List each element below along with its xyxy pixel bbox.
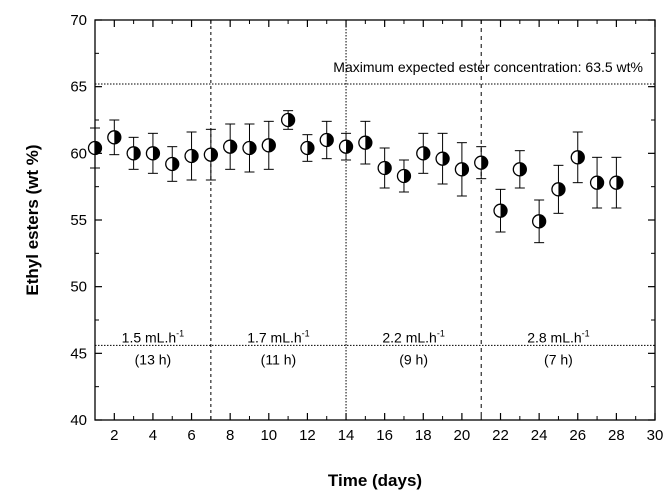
x-tick-label: 22	[492, 427, 509, 444]
residence-time-label: (11 h)	[261, 351, 297, 367]
y-tick-label: 65	[70, 79, 87, 96]
max-expected-annotation: Maximum expected ester concentration: 63…	[333, 59, 643, 75]
y-tick-label: 60	[70, 145, 87, 162]
data-point-fill	[95, 141, 102, 155]
data-point-fill	[539, 214, 546, 228]
data-point	[280, 112, 296, 128]
flow-rate-label: 2.8 mL.h-1	[527, 328, 590, 345]
data-point-fill	[365, 136, 372, 150]
data-point-fill	[519, 162, 527, 176]
data-point-fill	[346, 140, 353, 154]
data-point	[338, 139, 354, 154]
data-point	[435, 151, 450, 166]
data-point	[261, 138, 276, 153]
data-point	[570, 150, 585, 165]
data-point	[184, 148, 199, 164]
data-point-fill	[558, 182, 565, 196]
data-point	[126, 146, 141, 161]
data-point-fill	[210, 148, 218, 162]
data-point-fill	[384, 161, 392, 175]
x-tick-label: 8	[226, 427, 234, 444]
data-point	[377, 160, 392, 176]
data-point	[145, 146, 161, 161]
data-point	[609, 175, 624, 190]
data-point-fill	[577, 150, 585, 164]
data-point-fill	[326, 133, 334, 147]
data-point	[416, 146, 431, 161]
x-tick-label: 14	[338, 427, 355, 444]
residence-time-label: (13 h)	[135, 351, 172, 367]
data-point-fill	[403, 169, 411, 183]
y-tick-label: 45	[70, 345, 87, 362]
data-point-fill	[423, 146, 430, 160]
annotations: Maximum expected ester concentration: 63…	[122, 59, 643, 367]
data-point	[358, 135, 373, 150]
data-point	[493, 203, 508, 218]
data-point	[454, 162, 470, 177]
residence-time-label: (9 h)	[399, 351, 428, 367]
data-point-fill	[133, 146, 141, 160]
data-point-fill	[597, 176, 604, 190]
data-point-fill	[307, 141, 314, 155]
data-point-fill	[268, 138, 276, 152]
x-tick-label: 10	[260, 427, 277, 444]
x-tick-label: 30	[647, 427, 663, 444]
data-point	[319, 132, 334, 148]
data-point-fill	[191, 149, 199, 163]
data-point-fill	[461, 162, 469, 176]
data-point-fill	[152, 146, 160, 160]
flow-rate-label: 2.2 mL.h-1	[382, 328, 445, 345]
data-point-fill	[114, 130, 121, 144]
data-point	[396, 168, 412, 184]
data-point	[242, 140, 257, 156]
data-point-fill	[249, 141, 256, 155]
x-tick-label: 12	[299, 427, 316, 444]
reference-lines	[95, 20, 655, 420]
y-tick-label: 70	[70, 12, 87, 29]
flow-rate-label: 1.7 mL.h-1	[247, 328, 310, 345]
y-tick-label: 40	[70, 412, 87, 429]
data-point-fill	[442, 152, 450, 166]
data-point	[474, 155, 489, 170]
data-point-fill	[172, 157, 179, 171]
data-point	[300, 140, 315, 156]
x-tick-label: 28	[608, 427, 625, 444]
x-tick-label: 18	[415, 427, 432, 444]
x-tick-label: 6	[187, 427, 195, 444]
data-point-fill	[288, 113, 295, 127]
y-tick-label: 50	[70, 279, 87, 296]
data-point	[512, 162, 527, 177]
data-point	[551, 182, 566, 197]
data-points	[87, 112, 624, 229]
data-point-fill	[500, 204, 508, 218]
y-tick-label: 55	[70, 212, 87, 229]
x-tick-label: 16	[376, 427, 393, 444]
x-tick-label: 4	[149, 427, 157, 444]
x-axis-title: Time (days)	[328, 471, 422, 490]
x-tick-label: 2	[110, 427, 118, 444]
data-point-fill	[230, 140, 237, 154]
data-point	[531, 214, 547, 229]
data-point-fill	[481, 156, 488, 170]
data-point	[203, 147, 219, 162]
axis-ticks	[94, 19, 656, 421]
data-point	[589, 175, 605, 190]
flow-rate-label: 1.5 mL.h-1	[122, 328, 185, 345]
data-point	[107, 130, 122, 145]
x-tick-label: 26	[569, 427, 586, 444]
x-tick-label: 24	[531, 427, 548, 444]
residence-time-label: (7 h)	[544, 351, 573, 367]
x-tick-label: 20	[454, 427, 471, 444]
data-point-fill	[616, 176, 623, 190]
data-point	[165, 156, 180, 172]
y-axis-title: Ethyl esters (wt %)	[23, 144, 42, 295]
data-point	[223, 139, 238, 154]
